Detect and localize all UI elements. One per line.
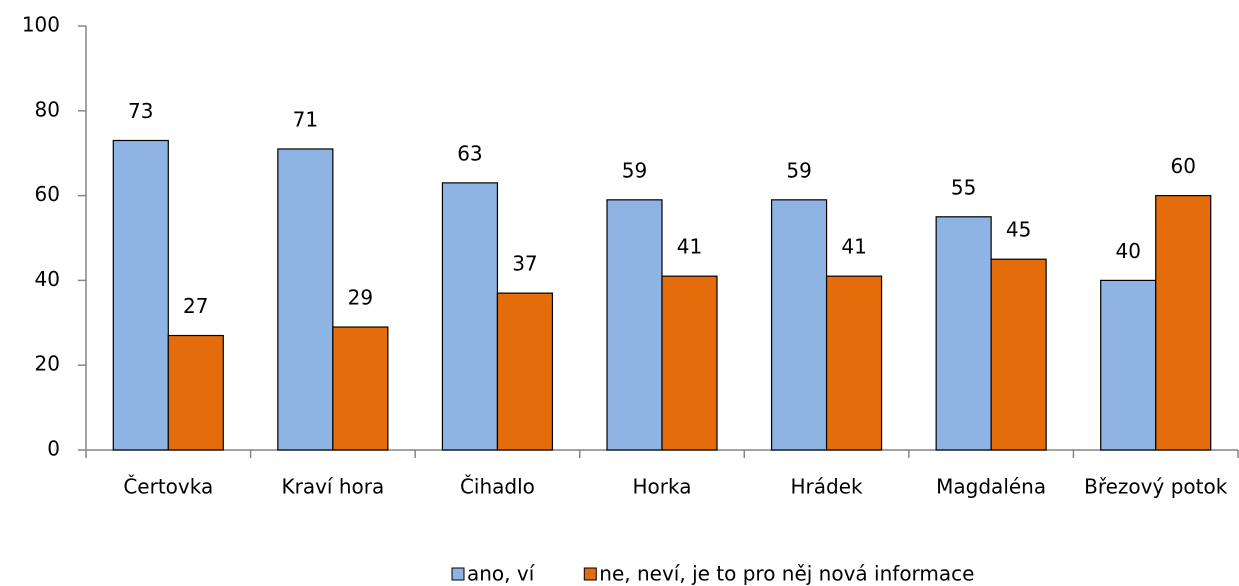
data-label: 27 [183, 294, 208, 318]
legend-label: ano, ví [467, 562, 536, 586]
bar [606, 199, 663, 451]
data-label: 63 [457, 141, 482, 165]
bar [990, 258, 1047, 451]
data-label: 55 [951, 175, 976, 199]
data-label: 41 [677, 235, 702, 259]
bar [1155, 195, 1212, 451]
x-tick-label: Magdaléna [936, 475, 1046, 499]
bar [825, 275, 883, 451]
data-label: 37 [512, 252, 537, 276]
data-label: 29 [348, 286, 373, 310]
x-tick-label: Hrádek [791, 475, 864, 499]
data-label: 73 [128, 99, 153, 123]
legend-swatch [583, 567, 597, 581]
bar [770, 199, 828, 451]
data-label: 71 [293, 107, 318, 131]
y-tick-label: 0 [47, 437, 60, 461]
y-tick-label: 20 [35, 352, 60, 376]
bar [332, 326, 389, 451]
y-tick-label: 40 [35, 267, 60, 291]
x-tick-label: Kraví hora [281, 475, 384, 499]
legend-label: ne, neví, je to pro něj nová informace [599, 562, 974, 586]
bar [661, 275, 718, 451]
x-tick-label: Čertovka [123, 475, 213, 499]
data-label: 60 [1170, 154, 1195, 178]
x-tick-label: Horka [633, 475, 692, 499]
bar [112, 139, 169, 451]
bar [167, 334, 224, 451]
y-tick-label: 80 [35, 97, 60, 121]
data-label: 40 [1115, 239, 1140, 263]
y-tick-label: 60 [35, 182, 60, 206]
bar [935, 216, 992, 451]
data-label: 59 [622, 158, 647, 182]
bar [496, 292, 554, 451]
x-tick-label: Březový potok [1084, 475, 1228, 499]
x-tick-label: Čihadlo [460, 475, 535, 499]
data-label: 59 [786, 158, 811, 182]
data-label: 41 [841, 235, 866, 259]
legend-swatch [451, 567, 465, 581]
y-tick-label: 100 [22, 13, 60, 37]
data-label: 45 [1006, 218, 1031, 242]
bar [277, 148, 334, 451]
bar [1100, 279, 1157, 451]
bar [441, 182, 499, 451]
